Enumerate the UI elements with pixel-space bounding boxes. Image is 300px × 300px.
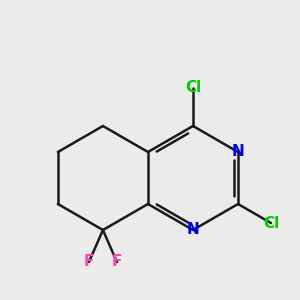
Text: F: F xyxy=(84,254,94,269)
Text: Cl: Cl xyxy=(263,215,279,230)
Text: Cl: Cl xyxy=(185,80,201,95)
Text: F: F xyxy=(112,254,122,269)
Text: N: N xyxy=(187,223,200,238)
Text: N: N xyxy=(232,145,244,160)
